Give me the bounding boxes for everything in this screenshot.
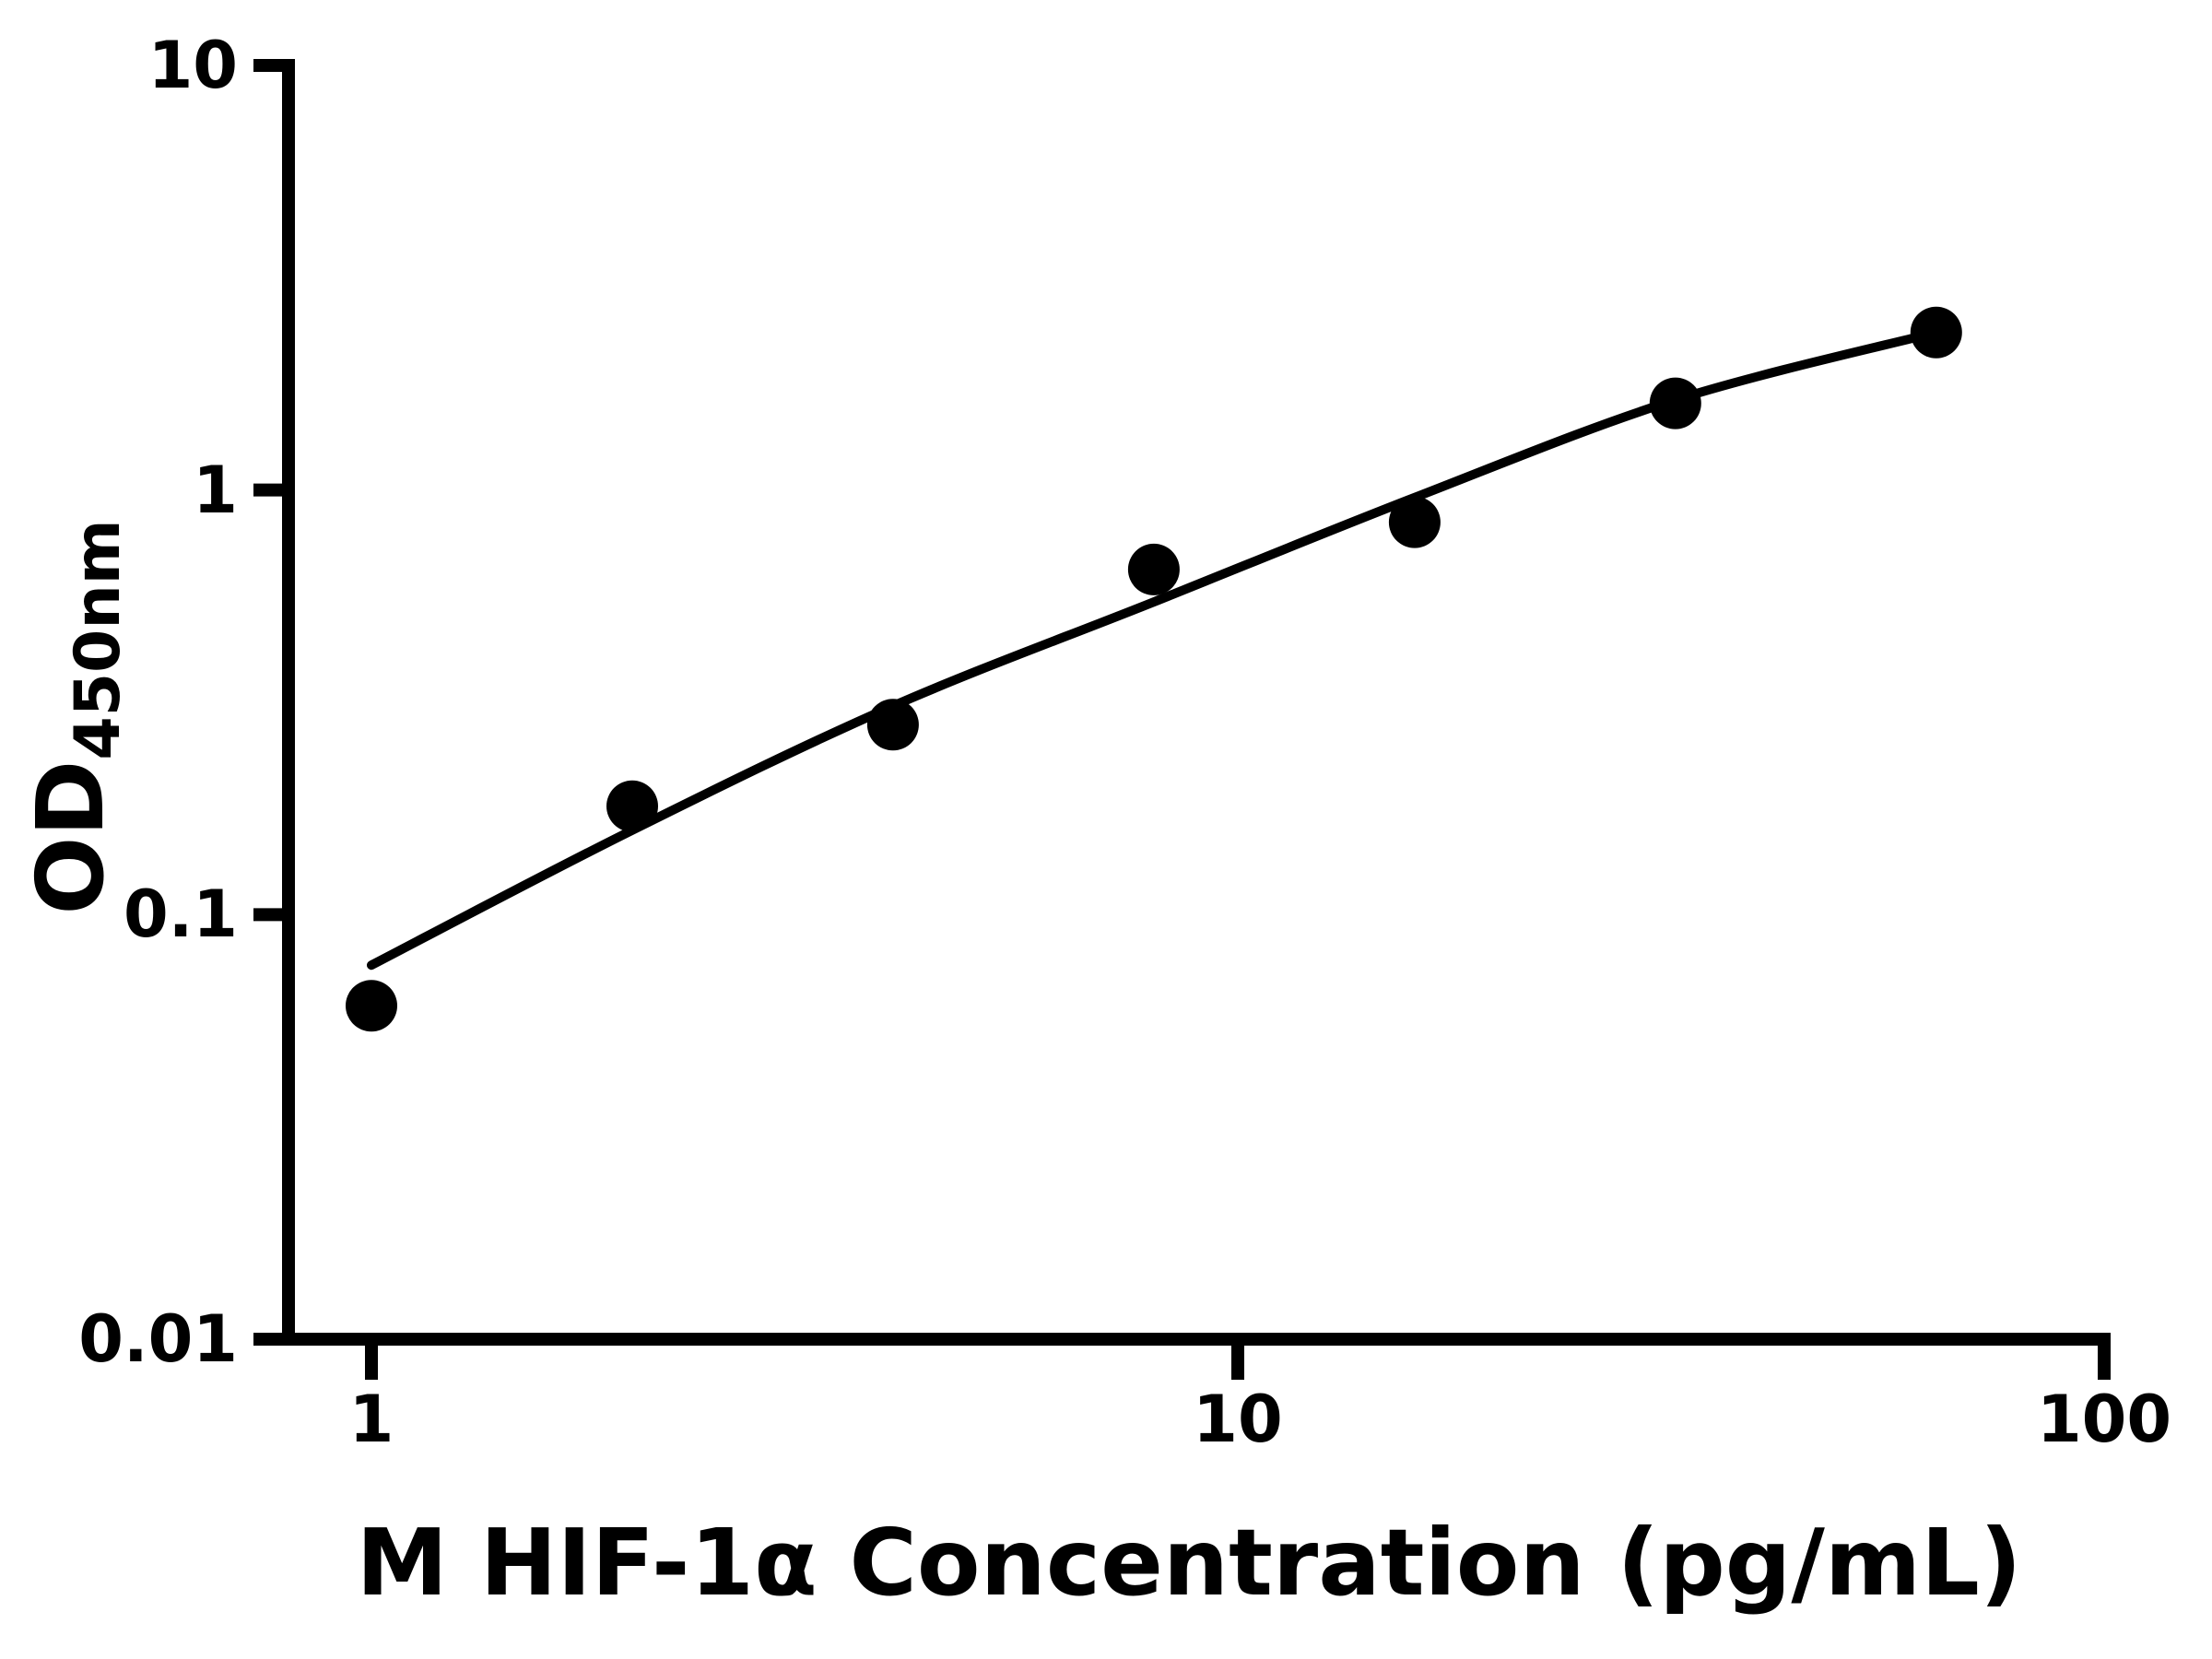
data-point-2pg [606,780,658,832]
data-point-32pg [1649,377,1701,429]
data-point-1pg [346,980,397,1032]
y-axis-title: OD450nm [17,519,135,914]
x-tick-label-100: 100 [2036,1382,2172,1457]
y-axis-title-main: OD [17,759,124,915]
data-point-16pg [1388,496,1441,548]
x-axis-title: M HIF-1α Concentration (pg/mL) [356,1509,2022,1617]
x-tick-label-1: 1 [348,1382,394,1457]
y-tick-label-10: 10 [147,28,238,103]
y-axis-title-subscript: 450nm [62,519,135,760]
y-tick-label-0.01: 0.01 [78,1301,238,1377]
data-point-8pg [1127,543,1180,595]
y-tick-label-0.1: 0.1 [123,877,238,952]
fit-curve-path [367,327,1941,971]
x-tick-label-10: 10 [1193,1382,1283,1457]
y-tick-label-1: 1 [193,453,238,528]
data-point-4pg [866,699,919,751]
data-point-64pg [1910,306,1962,359]
